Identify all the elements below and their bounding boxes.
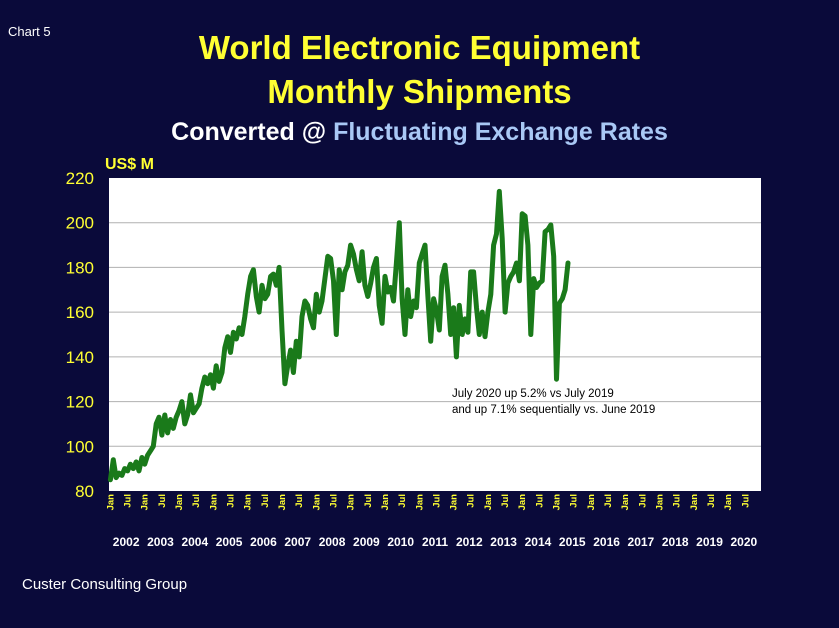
- x-tick-label: Jul: [260, 494, 271, 508]
- year-label: 2013: [490, 535, 517, 549]
- x-tick-label: Jul: [672, 494, 683, 508]
- x-tick-label: Jan: [483, 494, 494, 511]
- x-tick-label: Jul: [431, 494, 442, 508]
- x-tick-label: Jan: [654, 494, 665, 511]
- x-tick-label: Jan: [243, 494, 254, 511]
- plot-area: [109, 178, 761, 491]
- x-tick-label: Jul: [294, 494, 305, 508]
- x-tick-label: Jul: [397, 494, 408, 508]
- series-line: [107, 188, 571, 483]
- footer-credit: Custer Consulting Group: [22, 576, 188, 593]
- x-tick-label: Jan: [723, 494, 734, 511]
- x-tick-label: Jan: [689, 494, 700, 511]
- x-tick-label: Jul: [157, 494, 168, 508]
- subtitle-white-part: Converted @: [171, 118, 327, 146]
- year-label: 2002: [113, 535, 140, 549]
- annotation-line2: and up 7.1% sequentially vs. June 2019: [452, 404, 655, 416]
- x-tick-label: Jul: [534, 494, 545, 508]
- x-tick-label: Jan: [346, 494, 357, 511]
- x-tick-label: Jan: [517, 494, 528, 511]
- x-tick-label: Jul: [637, 494, 648, 508]
- x-tick-label: Jan: [208, 494, 219, 511]
- year-label: 2017: [628, 535, 655, 549]
- y-tick-labels: 80 100 120 140 160 180 200 220: [66, 169, 94, 501]
- x-tick-label: Jan: [311, 494, 322, 511]
- year-label: 2018: [662, 535, 689, 549]
- x-tick-label: Jul: [123, 494, 134, 508]
- year-label: 2004: [181, 535, 208, 549]
- y-tick-label: 180: [66, 258, 94, 277]
- x-tick-label: Jul: [569, 494, 580, 508]
- x-tick-labels: Jan Jul Jan Jul Jan Jul Jan Jul Jan Jul Jan Jul Jan J…: [105, 494, 751, 511]
- year-label: 2005: [216, 535, 243, 549]
- year-label: 2003: [147, 535, 174, 549]
- y-tick-label: 80: [75, 482, 94, 501]
- x-tick-label: Jan: [174, 494, 185, 511]
- year-label: 2016: [593, 535, 620, 549]
- x-tick-label: Jul: [363, 494, 374, 508]
- chart-title-line2: Monthly Shipments: [267, 73, 572, 110]
- year-label: 2019: [696, 535, 723, 549]
- x-tick-label: Jul: [706, 494, 717, 508]
- x-tick-label: Jul: [603, 494, 614, 508]
- year-label: 2014: [525, 535, 552, 549]
- x-tick-label: Jan: [552, 494, 563, 511]
- x-tick-label: Jan: [277, 494, 288, 511]
- chart-title-line1: World Electronic Equipment: [198, 29, 641, 66]
- year-label: 2007: [284, 535, 311, 549]
- year-label: 2010: [387, 535, 414, 549]
- x-tick-label: Jan: [380, 494, 391, 511]
- year-label: 2020: [730, 535, 757, 549]
- chart-number: Chart 5: [8, 24, 51, 39]
- x-tick-label: Jan: [586, 494, 597, 511]
- x-tick-label: Jul: [740, 494, 751, 508]
- x-tick-label: Jul: [328, 494, 339, 508]
- year-label: 2006: [250, 535, 277, 549]
- year-label: 2008: [319, 535, 346, 549]
- x-tick-label: Jul: [226, 494, 237, 508]
- x-tick-label: Jan: [140, 494, 151, 511]
- x-axis-band: [109, 491, 761, 551]
- x-tick-label: Jan: [449, 494, 460, 511]
- y-tick-label: 160: [66, 303, 94, 322]
- x-tick-label: Jan: [105, 494, 116, 511]
- year-label: 2009: [353, 535, 380, 549]
- y-tick-label: 140: [66, 348, 94, 367]
- y-tick-label: 120: [66, 393, 94, 412]
- x-tick-label: Jan: [414, 494, 425, 511]
- x-tick-label: Jul: [500, 494, 511, 508]
- year-label: 2015: [559, 535, 586, 549]
- year-label: 2011: [422, 535, 448, 549]
- x-tick-label: Jul: [466, 494, 477, 508]
- y-tick-label: 200: [66, 214, 94, 233]
- year-label: 2012: [456, 535, 483, 549]
- x-tick-label: Jan: [620, 494, 631, 511]
- y-tick-label: 100: [66, 437, 94, 456]
- y-axis-unit-label: US$ M: [105, 156, 154, 173]
- chart-subtitle: Converted @ Fluctuating Exchange Rates: [0, 116, 839, 148]
- y-tick-label: 220: [66, 169, 94, 188]
- subtitle-blue-part: Fluctuating Exchange Rates: [333, 118, 668, 146]
- annotation-line1: July 2020 up 5.2% vs July 2019: [452, 388, 614, 400]
- year-labels: 2002 2003 2004 2005 2006 2007 2008 2009 2010 2011…: [113, 535, 758, 549]
- x-tick-label: Jul: [191, 494, 202, 508]
